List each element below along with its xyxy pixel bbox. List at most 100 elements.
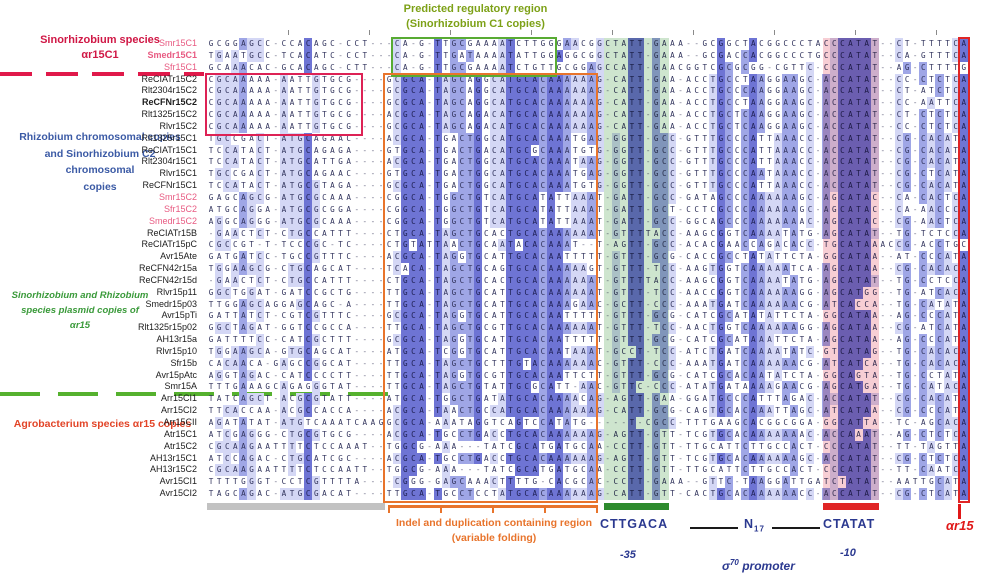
row-label: Avr15Ate (160, 251, 197, 262)
row-label: ReCIATr15C2 (141, 73, 197, 84)
minus35-bar (603, 503, 669, 510)
note-line: Indel and duplication containing region (396, 517, 592, 529)
spacer-line-right (772, 527, 820, 529)
row-label: Arr15CII (163, 417, 197, 427)
row-label: Avr15pAtc (155, 369, 197, 380)
ruler-tick (612, 30, 613, 35)
row-label: Smedr15C1 (147, 49, 197, 60)
row-label: ReCFNr15C2 (141, 97, 197, 108)
sigma-symbol: σ (722, 559, 730, 573)
row-label: Avr15CI2 (159, 488, 197, 499)
sigma-sup: 70 (729, 558, 739, 567)
row-label: Atr15C1 (163, 428, 197, 439)
ruler-tick (450, 30, 451, 35)
row-label: Rlvr15p11 (156, 286, 197, 297)
minus35-label: -35 (620, 549, 636, 561)
row-label: Rlvr15p10 (155, 345, 197, 356)
row-label: ReCIATr15pC (141, 239, 197, 250)
row-label: AH13r15C2 (149, 464, 197, 475)
row-label: Sfr15b (170, 357, 197, 368)
row-label: ReCFN42r15a (138, 263, 197, 274)
rhizobium-chromosomal-note: Rhizobium chromosomal copies and Sinorhi… (0, 129, 200, 195)
row-label: ReCFN42r15d (138, 274, 197, 285)
tss-gene-label: αr15 (946, 518, 974, 533)
row-label: Smr15C1 (158, 38, 197, 48)
ruler-tick (369, 30, 370, 35)
green-dashed-separator (0, 392, 418, 396)
row-label: ReCIATr15C1 (141, 144, 197, 155)
spacer-sub: 17 (754, 524, 765, 534)
row-label: Sfr15C1 (163, 61, 197, 72)
minus10-bar (822, 503, 880, 510)
sinorhizobium-c1-note: Sinorhizobium species αr15C1 (0, 33, 200, 63)
note-line: chromosomal (65, 164, 135, 176)
tss-pointer (958, 504, 961, 519)
ruler-tick (855, 30, 856, 35)
row-label: Arr15CI1 (160, 393, 197, 404)
sigma-rest: promoter (738, 559, 795, 573)
top-green-annotation: Predicted regulatory region (Sinorhizobi… (358, 2, 593, 31)
minus35-consensus: CTTGACA (600, 517, 669, 531)
row-label: Smr15A (164, 381, 197, 392)
note-line: and Sinorhizobium C2 (44, 147, 156, 160)
ruler-tick (531, 30, 532, 35)
minus10-label: -10 (840, 547, 856, 559)
row-label: Avr15CI1 (159, 476, 197, 487)
plasmid-copies-note: Sinorhizobium and Rhizobium species plas… (0, 288, 160, 333)
row-label: Smr15C2 (158, 191, 197, 202)
row-label: ReCIATr15B (146, 227, 197, 238)
row-label: AH13r15C1 (149, 452, 197, 463)
row-label: Rlvr15C1 (159, 168, 197, 179)
spacer-line-left (690, 527, 738, 529)
row-label: ReCFNr15C1 (142, 180, 197, 191)
row-label: Sfr15C2 (163, 203, 197, 214)
row-label: Rlt1325r15C2 (141, 109, 197, 120)
row-label: Arr15CI2 (160, 405, 197, 416)
note-line: αr15C1 (81, 49, 119, 61)
indel-region-note: Indel and duplication containing region … (380, 516, 608, 545)
minus10-consensus: CTATAT (823, 517, 876, 531)
ruler-tick (936, 30, 937, 35)
row-label: AH13r15a (156, 334, 197, 345)
note-line: Sinorhizobium and Rhizobium (11, 290, 149, 301)
ruler-tick (288, 30, 289, 35)
row-label: Rlt2304r15C2 (141, 85, 197, 96)
orange-bracket-tick (492, 505, 494, 513)
sequence-label-column: Smr15C1 Smedr15C1 Sfr15C1 ReCIATr15C2 Rlt230… (0, 38, 202, 500)
note-line: Rhizobium chromosomal copies (19, 131, 181, 143)
spacer-n17: N17 (744, 517, 765, 534)
ruler-tick (774, 30, 775, 35)
note-line: Sinorhizobium species (40, 34, 160, 46)
orange-bracket-tick (544, 505, 546, 513)
